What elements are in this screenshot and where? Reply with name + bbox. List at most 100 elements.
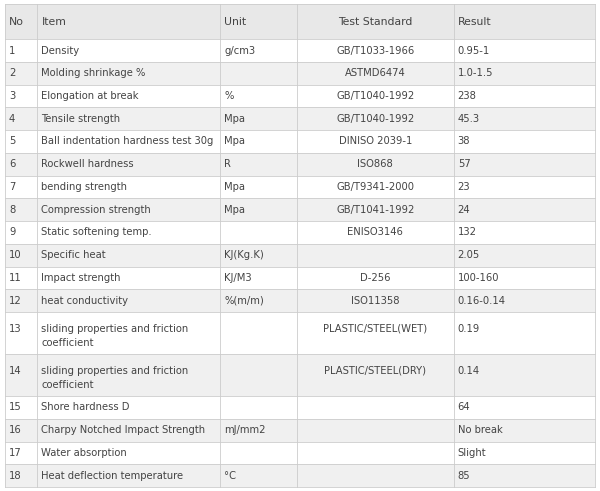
Text: 9: 9 [9,227,16,238]
Text: Tensile strength: Tensile strength [41,114,121,124]
Text: bending strength: bending strength [41,182,127,192]
Text: 12: 12 [9,296,22,305]
Bar [5,130,595,153]
Text: R: R [224,159,232,169]
Text: 18: 18 [9,471,22,481]
Bar [5,312,595,354]
Text: 4: 4 [9,114,15,124]
Text: GB/T1040-1992: GB/T1040-1992 [336,91,415,101]
Text: DINISO 2039-1: DINISO 2039-1 [338,136,412,146]
Text: Static softening temp.: Static softening temp. [41,227,152,238]
Text: 14: 14 [9,366,22,376]
Bar [5,176,595,198]
Text: 100-160: 100-160 [458,273,499,283]
Bar [5,84,595,108]
Text: D-256: D-256 [360,273,391,283]
Text: GB/T1041-1992: GB/T1041-1992 [336,205,415,215]
Text: 5: 5 [9,136,16,146]
Text: 2.05: 2.05 [458,250,480,260]
Text: 0.95-1: 0.95-1 [458,46,490,55]
Bar [5,4,595,39]
Text: g/cm3: g/cm3 [224,46,256,55]
Text: PLASTIC/STEEL(DRY): PLASTIC/STEEL(DRY) [324,366,426,376]
Bar [5,198,595,221]
Bar [5,244,595,267]
Text: GB/T9341-2000: GB/T9341-2000 [336,182,414,192]
Text: 1.0-1.5: 1.0-1.5 [458,68,493,78]
Text: Mpa: Mpa [224,114,245,124]
Text: 2: 2 [9,68,16,78]
Text: 8: 8 [9,205,15,215]
Bar [5,354,595,396]
Text: Density: Density [41,46,80,55]
Text: Shore hardness D: Shore hardness D [41,403,130,412]
Text: Mpa: Mpa [224,205,245,215]
Bar [5,62,595,84]
Text: 17: 17 [9,448,22,458]
Text: Ball indentation hardness test 30g: Ball indentation hardness test 30g [41,136,214,146]
Text: 3: 3 [9,91,15,101]
Text: Item: Item [41,17,67,27]
Bar [5,464,595,487]
Bar [5,396,595,419]
Text: Result: Result [458,17,491,27]
Text: Molding shrinkage %: Molding shrinkage % [41,68,146,78]
Text: Rockwell hardness: Rockwell hardness [41,159,134,169]
Text: Test Standard: Test Standard [338,17,412,27]
Text: 0.14: 0.14 [458,366,480,376]
Bar [5,419,595,441]
Text: 10: 10 [9,250,22,260]
Text: 45.3: 45.3 [458,114,480,124]
Text: heat conductivity: heat conductivity [41,296,128,305]
Text: GB/T1033-1966: GB/T1033-1966 [336,46,415,55]
Text: °C: °C [224,471,236,481]
Text: Water absorption: Water absorption [41,448,127,458]
Text: Mpa: Mpa [224,182,245,192]
Text: GB/T1040-1992: GB/T1040-1992 [336,114,415,124]
Bar [5,441,595,464]
Text: 64: 64 [458,403,470,412]
Text: KJ(Kg.K): KJ(Kg.K) [224,250,264,260]
Bar [5,39,595,62]
Text: 1: 1 [9,46,16,55]
Text: 38: 38 [458,136,470,146]
Text: mJ/mm2: mJ/mm2 [224,425,266,435]
Text: 15: 15 [9,403,22,412]
Text: ASTMD6474: ASTMD6474 [345,68,406,78]
Text: No break: No break [458,425,502,435]
Text: 16: 16 [9,425,22,435]
Text: 132: 132 [458,227,477,238]
Text: 238: 238 [458,91,476,101]
Text: sliding properties and friction
coefficient: sliding properties and friction coeffici… [41,366,189,390]
Text: Impact strength: Impact strength [41,273,121,283]
Text: %(m/m): %(m/m) [224,296,264,305]
Bar [5,221,595,244]
Text: 0.16-0.14: 0.16-0.14 [458,296,506,305]
Text: ENISO3146: ENISO3146 [347,227,403,238]
Bar [5,267,595,289]
Text: ISO868: ISO868 [358,159,393,169]
Text: Heat deflection temperature: Heat deflection temperature [41,471,184,481]
Text: 13: 13 [9,324,22,334]
Text: KJ/M3: KJ/M3 [224,273,252,283]
Text: ISO11358: ISO11358 [351,296,400,305]
Text: 6: 6 [9,159,16,169]
Text: 85: 85 [458,471,470,481]
Text: sliding properties and friction
coefficient: sliding properties and friction coeffici… [41,324,189,348]
Text: Elongation at break: Elongation at break [41,91,139,101]
Text: Slight: Slight [458,448,487,458]
Text: 11: 11 [9,273,22,283]
Text: 57: 57 [458,159,470,169]
Text: 23: 23 [458,182,470,192]
Text: Compression strength: Compression strength [41,205,151,215]
Text: No: No [9,17,24,27]
Text: PLASTIC/STEEL(WET): PLASTIC/STEEL(WET) [323,324,427,334]
Text: Specific heat: Specific heat [41,250,106,260]
Text: 24: 24 [458,205,470,215]
Text: 0.19: 0.19 [458,324,480,334]
Bar [5,108,595,130]
Text: %: % [224,91,234,101]
Text: Mpa: Mpa [224,136,245,146]
Text: 7: 7 [9,182,16,192]
Text: Unit: Unit [224,17,247,27]
